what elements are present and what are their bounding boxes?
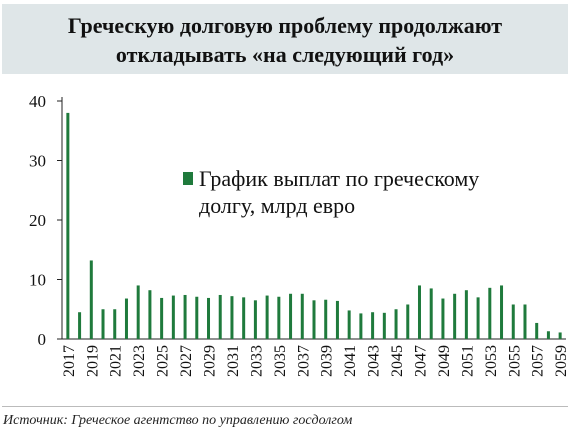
legend-label-line-1: График выплат по греческому — [199, 166, 479, 191]
bar — [546, 331, 550, 339]
x-tick-label: 2039 — [319, 345, 336, 377]
bar — [148, 290, 152, 339]
bar — [89, 260, 93, 339]
x-tick-label: 2053 — [483, 345, 500, 377]
bar — [253, 300, 257, 339]
bar — [113, 309, 117, 339]
chart-title-line-1: Греческую долговую проблему продолжают — [67, 13, 503, 38]
x-tick-label: 2047 — [412, 345, 429, 377]
bar — [488, 287, 492, 339]
x-tick-label: 2023 — [131, 345, 148, 377]
bar — [66, 112, 70, 340]
y-tick-label: 40 — [29, 92, 46, 111]
x-tick-label: 2017 — [61, 345, 78, 377]
bar — [371, 312, 375, 339]
x-tick-label: 2031 — [225, 345, 242, 377]
bar — [78, 312, 82, 339]
x-tick-label: 2041 — [342, 345, 359, 377]
bar — [300, 293, 304, 339]
x-tick-label: 2021 — [108, 345, 125, 377]
bar — [359, 313, 363, 339]
bar — [183, 294, 187, 339]
x-tick-label: 2027 — [178, 345, 195, 377]
bar — [136, 285, 140, 339]
bar — [265, 295, 269, 339]
bar — [429, 288, 433, 339]
bar — [160, 297, 164, 339]
divider — [2, 406, 568, 407]
bar — [171, 295, 175, 339]
bar — [218, 294, 222, 339]
x-tick-label: 2033 — [248, 345, 265, 377]
bar — [464, 290, 468, 339]
bar — [277, 296, 281, 339]
x-tick-label: 2025 — [155, 345, 172, 377]
x-tick-label: 2037 — [295, 345, 312, 377]
y-tick-label: 20 — [29, 211, 46, 230]
bar — [242, 297, 246, 339]
x-tick-label: 2051 — [459, 345, 476, 377]
x-tick-label: 2049 — [436, 345, 453, 377]
bar — [394, 309, 398, 339]
bar — [453, 293, 457, 339]
x-tick-label: 2019 — [84, 345, 101, 377]
legend-label-line-2: долгу, млрд евро — [199, 193, 355, 218]
bar — [312, 300, 316, 339]
bar — [289, 293, 293, 339]
bar — [347, 310, 351, 339]
y-tick-label: 30 — [29, 152, 46, 171]
bar — [335, 300, 339, 339]
x-tick-label: 2045 — [389, 345, 406, 377]
chart-title-box: Греческую долговую проблему продолжают о… — [2, 4, 568, 74]
bar — [207, 297, 211, 339]
bar — [101, 309, 105, 339]
bar — [500, 285, 504, 339]
bar — [417, 285, 421, 339]
chart-area: 0 10 20 30 40 2017 2019 2021 2023 2025 2027 2029 203… — [29, 92, 570, 377]
bar — [558, 332, 562, 339]
legend-swatch — [183, 172, 193, 185]
bar — [195, 296, 199, 339]
bar — [523, 304, 527, 339]
bar — [476, 297, 480, 339]
bar — [230, 296, 234, 339]
bar — [324, 299, 328, 339]
x-tick-label: 2059 — [553, 345, 570, 377]
x-tick-label: 2055 — [506, 345, 523, 377]
x-tick-label: 2029 — [202, 345, 219, 377]
bar — [382, 312, 386, 339]
x-tick-label: 2035 — [272, 345, 289, 377]
y-tick-label: 10 — [29, 271, 46, 290]
source-note: Источник: Греческое агентство по управле… — [3, 413, 353, 428]
bar — [535, 322, 539, 339]
bar — [441, 298, 445, 339]
bar — [124, 298, 128, 339]
y-tick-label: 0 — [38, 330, 47, 349]
bar — [511, 304, 515, 339]
bar — [406, 304, 410, 339]
x-tick-label: 2043 — [366, 345, 383, 377]
x-tick-label: 2057 — [530, 345, 547, 377]
chart-title-line-2: откладывать «на следующий год» — [115, 42, 455, 67]
